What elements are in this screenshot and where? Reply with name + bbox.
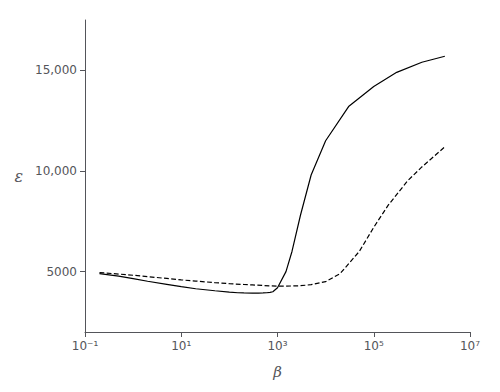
svg-text:10⁵: 10⁵ [364,339,384,353]
svg-text:10¹: 10¹ [171,339,191,353]
svg-text:5000: 5000 [46,265,77,279]
svg-text:10³: 10³ [267,339,287,353]
svg-text:β: β [272,363,282,381]
svg-text:10,000: 10,000 [35,164,77,178]
svg-text:10⁷: 10⁷ [460,339,480,353]
svg-text:15,000: 15,000 [35,63,77,77]
svg-text:ε: ε [14,167,23,186]
svg-text:10⁻¹: 10⁻¹ [72,339,99,353]
